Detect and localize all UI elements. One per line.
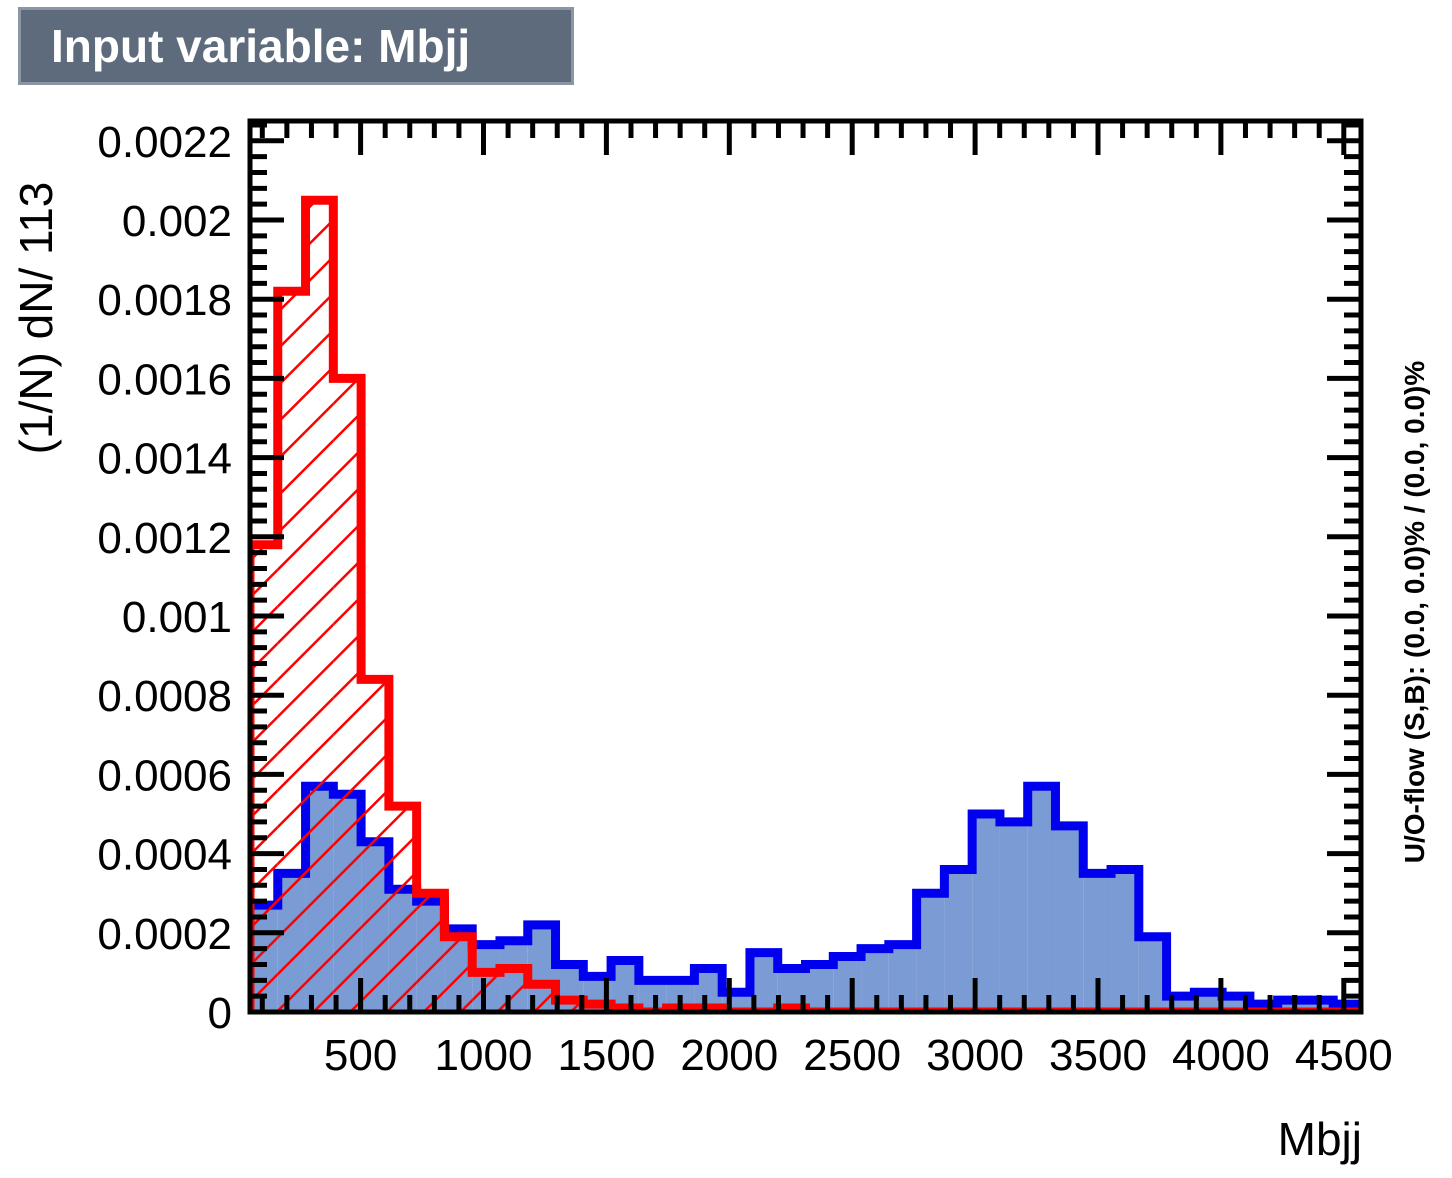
- signal-bin-31: [1111, 869, 1139, 1012]
- signal-bin-28: [1027, 786, 1056, 1012]
- x-tick-label: 3000: [926, 1031, 1024, 1080]
- signal-bin-34: [1194, 992, 1223, 1012]
- chart-title: Input variable: Mbjj: [18, 7, 574, 85]
- signal-bin-32: [1138, 936, 1167, 1012]
- signal-bin-37: [1277, 1000, 1306, 1012]
- background-bin-1: [277, 291, 306, 1012]
- x-axis-label: Mbjj: [1278, 1113, 1362, 1165]
- y-tick-label: 0.0014: [97, 435, 232, 484]
- plot-area: [250, 195, 1361, 1012]
- y-tick-label: 0.002: [122, 197, 232, 246]
- y-tick-label: 0.0016: [97, 355, 232, 404]
- x-tick-label: 2000: [680, 1031, 778, 1080]
- plot-frame: [247, 118, 1364, 1015]
- signal-bin-27: [999, 821, 1028, 1012]
- signal-bin-14: [638, 980, 667, 1012]
- background-bin-5: [388, 806, 417, 1012]
- background-bin-8: [472, 972, 500, 1012]
- background-bin-6: [416, 893, 445, 1012]
- x-tick-label: 1000: [435, 1031, 533, 1080]
- y-tick-label: 0.0008: [97, 672, 232, 721]
- y-axis-label: (1/N) dN/ 113: [10, 182, 62, 455]
- x-tick-label: 500: [324, 1031, 397, 1080]
- x-tick-label: 1500: [557, 1031, 655, 1080]
- overflow-note: U/O-flow (S,B): (0.0, 0.0)% / (0.0, 0.0)…: [1399, 361, 1430, 864]
- signal-bin-24: [916, 893, 945, 1012]
- background-bin-9: [499, 968, 528, 1012]
- y-tick-label: 0: [208, 989, 232, 1038]
- y-tick-label: 0.0004: [97, 831, 232, 880]
- x-tick-labels: 500 1000 1500 2000 2500 3000 3500 4000 4500: [324, 1031, 1393, 1080]
- y-tick-label: 0.0006: [97, 751, 232, 800]
- y-tick-label: 0.0018: [97, 276, 232, 325]
- background-bin-2: [305, 200, 334, 1012]
- y-tick-label: 0.0022: [97, 118, 232, 167]
- x-tick-label: 2500: [803, 1031, 901, 1080]
- signal-bin-25: [944, 869, 973, 1012]
- signal-bin-21: [833, 956, 862, 1012]
- x-tick-label: 4500: [1295, 1031, 1393, 1080]
- y-tick-labels: 0 0.0002 0.0004 0.0006 0.0008 0.001 0.0012 0.00…: [97, 118, 232, 1038]
- axis-ticks: [250, 121, 1361, 1015]
- y-tick-label: 0.0012: [97, 514, 232, 563]
- x-tick-label: 4000: [1172, 1031, 1270, 1080]
- signal-bin-29: [1055, 825, 1084, 1012]
- background-bin-3: [333, 378, 362, 1012]
- signal-bin-13: [611, 960, 639, 1012]
- y-tick-label: 0.001: [122, 593, 232, 642]
- background-bin-4: [361, 679, 389, 1012]
- background-outline: [250, 195, 1361, 1012]
- y-tick-label: 0.0002: [97, 910, 232, 959]
- background-bin-11: [555, 1000, 584, 1012]
- x-tick-label: 3500: [1049, 1031, 1147, 1080]
